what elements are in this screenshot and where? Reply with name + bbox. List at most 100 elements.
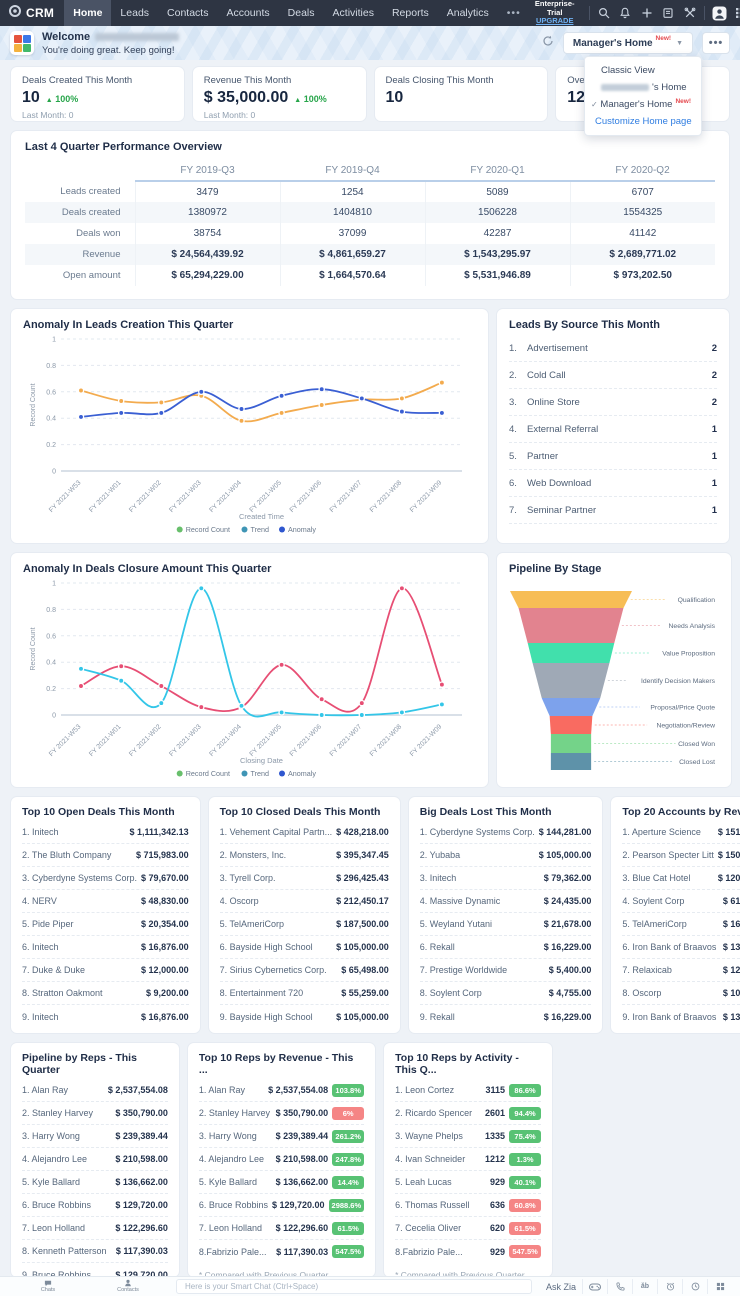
list-item[interactable]: 3. Harry Wong $ 239,389.44 [22, 1125, 168, 1148]
upgrade-link[interactable]: UPGRADE [535, 16, 574, 26]
source-list-item[interactable]: 7. Seminar Partner 1 [509, 497, 717, 524]
list-item[interactable]: 2. Pearson Specter Litt$ 150,000.00 [622, 844, 740, 867]
telephony-icon[interactable] [607, 1279, 632, 1294]
chats-dock-item[interactable]: Chats [8, 1280, 88, 1294]
list-item[interactable]: 7. Duke & Duke $ 12,000.00 [22, 959, 189, 982]
list-item[interactable]: 1. Aperture Science $ 151,200.00 [622, 821, 740, 844]
list-item[interactable]: 2. The Bluth Company $ 715,983.00 [22, 844, 189, 867]
list-item[interactable]: 9. Rekall $ 16,229.00 [420, 1005, 592, 1028]
list-item[interactable]: 5. Kyle Ballard $ 136,662.00 14.4% [198, 1171, 365, 1194]
list-item[interactable]: 8. Soylent Corp $ 4,755.00 [419, 982, 592, 1005]
nav-item-home[interactable]: Home [64, 0, 112, 26]
nav-item-leads[interactable]: Leads [120, 7, 150, 19]
list-item[interactable]: 6. Iron Bank of Braavos $ 13,000.00 [622, 936, 740, 959]
kpi-card-2[interactable]: Deals Closing This Month 10 [373, 66, 549, 122]
search-icon[interactable] [597, 5, 611, 21]
list-item[interactable]: 8. Kenneth Patterson $ 117,390.03 [22, 1240, 168, 1263]
list-item[interactable]: 1. Alan Ray $ 2,537,554.08 103.8% [198, 1079, 365, 1102]
list-item[interactable]: 2. Ricardo Spencer 2601 94.4% [395, 1102, 542, 1125]
smart-chat-input[interactable] [176, 1279, 532, 1294]
list-item[interactable]: 2. Yubaba $ 105,000.00 [419, 844, 592, 867]
nav-item-analytics[interactable]: Analytics [446, 7, 489, 19]
list-item[interactable]: 6. Bruce Robbins $ 129,720.00 [22, 1194, 168, 1217]
list-item[interactable]: 3. Tyrell Corp. $ 296,425.43 [219, 867, 389, 890]
source-list-item[interactable]: 4. External Referral 1 [509, 416, 717, 443]
list-item[interactable]: 6. Rekall $ 16,229.00 [419, 936, 592, 959]
nav-more-menu[interactable]: ••• [506, 7, 521, 19]
refresh-icon[interactable] [542, 34, 554, 52]
source-list-item[interactable]: 5. Partner 1 [509, 443, 717, 470]
kpi-card-0[interactable]: Deals Created This Month 10 ▲ 100% Last Mon… [10, 66, 185, 122]
source-list-item[interactable]: 2. Cold Call 2 [509, 362, 717, 389]
nav-item-reports[interactable]: Reports [391, 7, 429, 19]
list-item[interactable]: 3. Initech $ 79,362.00 [419, 867, 592, 890]
ask-zia-button[interactable]: Ask Zia [545, 1281, 576, 1292]
list-item[interactable]: 4. Alejandro Lee $ 210,598.00 [22, 1148, 168, 1171]
list-item[interactable]: 4. Massive Dynamic $ 24,435.00 [419, 890, 592, 913]
nav-item-contacts[interactable]: Contacts [167, 7, 209, 19]
list-item[interactable]: 2. Monsters, Inc. $ 395,347.45 [219, 844, 389, 867]
apps-grid-icon[interactable] [734, 5, 740, 21]
nav-item-accounts[interactable]: Accounts [226, 7, 270, 19]
list-item[interactable]: 1. Initech $ 1,111,342.13 [22, 821, 189, 844]
translate-icon[interactable]: ǎb [632, 1279, 657, 1294]
list-item[interactable]: 5. Weyland Yutani $ 21,678.00 [419, 913, 592, 936]
list-item[interactable]: 5. TelAmeriCorp $ 16,440.00 [622, 913, 740, 936]
view-menu-item-2[interactable]: ✓ Manager's Home New! [585, 96, 701, 113]
list-item[interactable]: 9. Bayside High School $ 105,000.00 [220, 1005, 389, 1028]
list-item[interactable]: 4. Ivan Schneider 1212 1.3% [395, 1148, 542, 1171]
user-avatar[interactable] [712, 5, 727, 21]
announcement-icon[interactable] [661, 5, 675, 21]
list-item[interactable]: 6. Bayside High School $ 105,000.00 [219, 936, 389, 959]
setup-tools-icon[interactable] [682, 5, 696, 21]
list-item[interactable]: 3. Cyberdyne Systems Corp. $ 79,670.00 [22, 867, 189, 890]
list-item[interactable]: 7. Prestige Worldwide $ 5,400.00 [419, 959, 592, 982]
nav-item-activities[interactable]: Activities [332, 7, 374, 19]
list-item[interactable]: 1. Cyberdyne Systems Corp. $ 144,281.00 [419, 821, 592, 844]
home-view-selector-button[interactable]: Manager's Home New! ▼ [562, 32, 693, 54]
list-item[interactable]: 8. Entertainment 720 $ 55,259.00 [219, 982, 389, 1005]
list-item[interactable]: 8.Fabrizio Pale... 929 547.5% [395, 1240, 542, 1263]
list-item[interactable]: 5. TelAmeriCorp $ 187,500.00 [219, 913, 389, 936]
list-item[interactable]: 4. Oscorp $ 212,450.17 [219, 890, 389, 913]
kpi-card-1[interactable]: Revenue This Month $ 35,000.00 ▲ 100% Last … [191, 66, 367, 122]
crm-brand[interactable]: CRM [8, 4, 54, 23]
list-item[interactable]: 9. Iron Bank of Braavos $ 13,000.00 [622, 1005, 740, 1028]
list-item[interactable]: 3. Wayne Phelps 1335 75.4% [395, 1125, 542, 1148]
banner-more-button[interactable]: ••• [702, 32, 730, 54]
list-item[interactable]: 7. Leon Holland $ 122,296.60 61.5% [198, 1217, 365, 1240]
list-item[interactable]: 4. NERV $ 48,830.00 [22, 890, 189, 913]
list-item[interactable]: 6. Initech $ 16,876.00 [22, 936, 189, 959]
list-item[interactable]: 5. Leah Lucas 929 40.1% [395, 1171, 542, 1194]
view-menu-item-1[interactable]: 's Home [585, 79, 701, 96]
list-item[interactable]: 6. Bruce Robbins $ 129,720.00 2988.6% [198, 1194, 365, 1217]
list-item[interactable]: 5. Kyle Ballard $ 136,662.00 [22, 1171, 168, 1194]
list-item[interactable]: 2. Stanley Harvey $ 350,790.00 [22, 1102, 168, 1125]
notifications-bell-icon[interactable] [618, 5, 632, 21]
list-item[interactable]: 1. Alan Ray $ 2,537,554.08 [22, 1079, 168, 1102]
games-controller-icon[interactable] [582, 1279, 607, 1294]
list-item[interactable]: 3. Harry Wong $ 239,389.44 261.2% [198, 1125, 365, 1148]
list-item[interactable]: 7. Sirius Cybernetics Corp. $ 65,498.00 [219, 959, 389, 982]
view-menu-item-0[interactable]: Classic View [585, 62, 701, 79]
list-item[interactable]: 4. Soylent Corp $ 61,950.00 [622, 890, 740, 913]
list-item[interactable]: 8. Oscorp $ 10,000.00 [622, 982, 740, 1005]
list-item[interactable]: 8.Fabrizio Pale... $ 117,390.03 547.5% [199, 1240, 365, 1263]
source-list-item[interactable]: 1. Advertisement 2 [509, 335, 717, 362]
list-item[interactable]: 9. Initech $ 16,876.00 [22, 1005, 189, 1028]
recent-history-icon[interactable] [682, 1279, 707, 1294]
list-item[interactable]: 6. Thomas Russell 636 60.8% [395, 1194, 542, 1217]
list-item[interactable]: 7. Cecelia Oliver 620 61.5% [395, 1217, 542, 1240]
list-item[interactable]: 1. Leon Cortez 3115 86.6% [395, 1079, 542, 1102]
list-item[interactable]: 2. Stanley Harvey $ 350,790.00 6% [198, 1102, 365, 1125]
create-new-plus-icon[interactable] [640, 5, 654, 21]
source-list-item[interactable]: 3. Online Store 2 [509, 389, 717, 416]
list-item[interactable]: 7. Relaxicab $ 12,000.00 [622, 959, 740, 982]
list-item[interactable]: 7. Leon Holland $ 122,296.60 [22, 1217, 168, 1240]
alarm-clock-icon[interactable] [657, 1279, 682, 1294]
nav-item-deals[interactable]: Deals [287, 7, 315, 19]
list-item[interactable]: 8. Stratton Oakmont $ 9,200.00 [22, 982, 189, 1005]
list-item[interactable]: 5. Pide Piper $ 20,354.00 [22, 913, 189, 936]
list-item[interactable]: 4. Alejandro Lee $ 210,598.00 247.8% [198, 1148, 365, 1171]
source-list-item[interactable]: 6. Web Download 1 [509, 470, 717, 497]
